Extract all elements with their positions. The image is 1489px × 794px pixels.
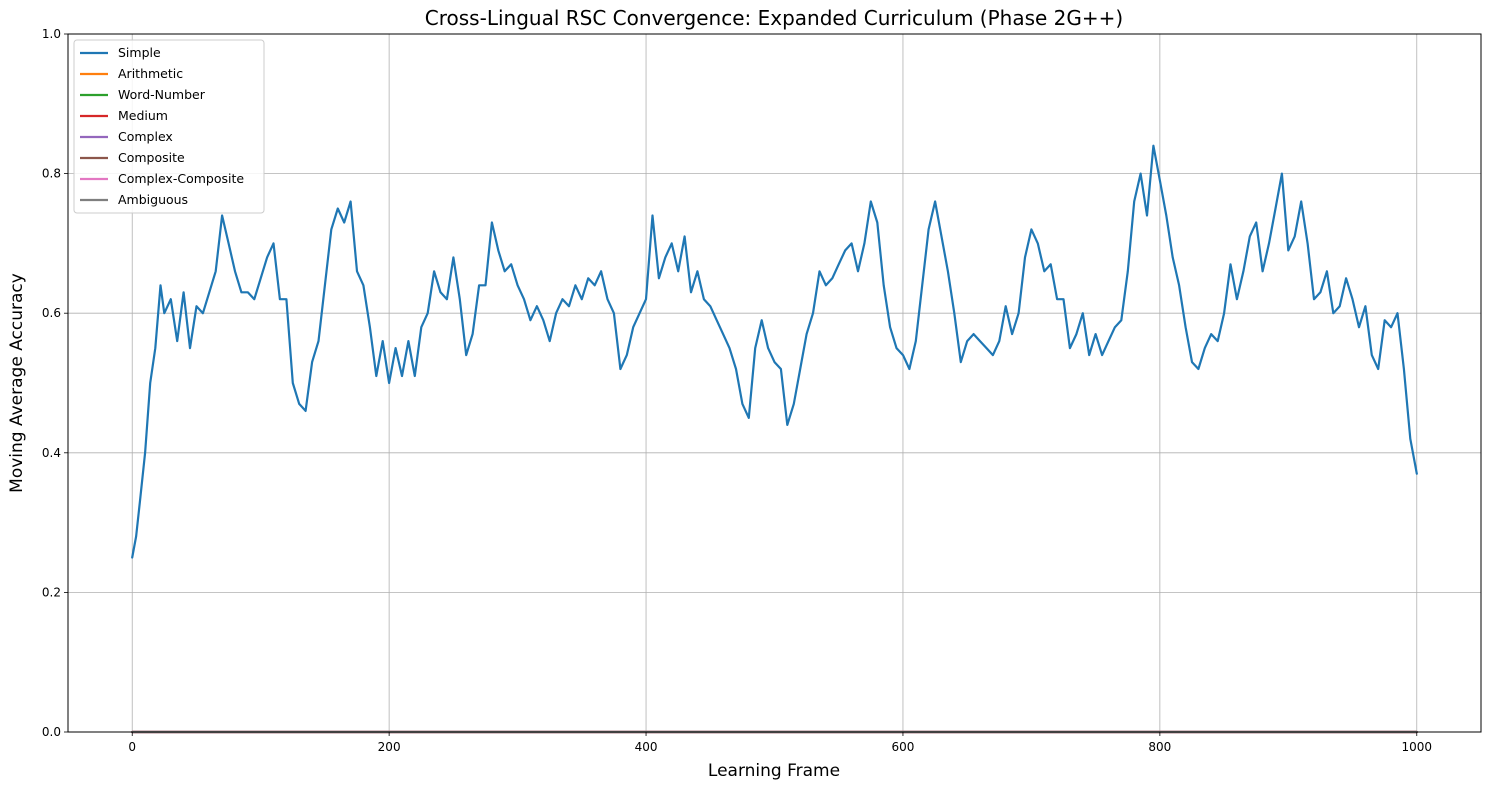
- legend-label: Arithmetic: [118, 66, 183, 81]
- y-axis-title: Moving Average Accuracy: [7, 273, 27, 493]
- x-axis-title: Learning Frame: [708, 761, 840, 781]
- legend-box: [73, 39, 265, 214]
- plot-area-frame: [67, 33, 1482, 733]
- x-tick-label: 600: [892, 740, 915, 754]
- legend-label: Composite: [118, 150, 185, 165]
- legend-label: Ambiguous: [118, 192, 188, 207]
- y-tick-label: 0.4: [42, 446, 61, 460]
- legend-label: Complex-Composite: [118, 171, 244, 186]
- chart-title: Cross-Lingual RSC Convergence: Expanded …: [425, 6, 1123, 30]
- series-group: [131, 144, 1418, 734]
- x-tick-label: 0: [128, 740, 136, 754]
- x-tick-label: 400: [635, 740, 658, 754]
- y-tick-label: 0.6: [42, 306, 61, 320]
- legend-label: Word-Number: [118, 87, 206, 102]
- legend-label: Complex: [118, 129, 173, 144]
- legend: Simple Arithmetic Word-Number Medium Complex…: [73, 39, 265, 214]
- y-tick-label: 0.0: [42, 725, 61, 739]
- series-line-simple: [131, 144, 1418, 559]
- y-tick-label: 1.0: [42, 27, 61, 41]
- x-tick-label: 800: [1148, 740, 1171, 754]
- grid: [68, 33, 1481, 733]
- y-tick-label: 0.8: [42, 167, 61, 181]
- x-tick-label: 1000: [1401, 740, 1432, 754]
- legend-label: Simple: [118, 45, 161, 60]
- x-tick-label: 200: [378, 740, 401, 754]
- legend-label: Medium: [118, 108, 168, 123]
- y-tick-label: 0.2: [42, 585, 61, 599]
- axis-ticks: 0 200 400 600 800 1000 0.0 0.2 0.4 0.6 0.8 1.0: [42, 27, 1432, 754]
